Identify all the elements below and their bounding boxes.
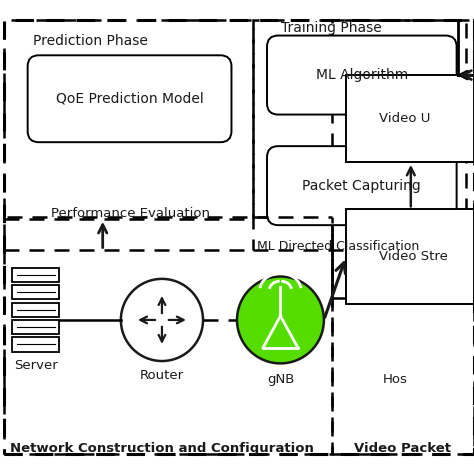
Text: Video Stre: Video Stre <box>379 250 448 263</box>
Text: Router: Router <box>140 369 184 382</box>
Text: Video U: Video U <box>379 112 430 125</box>
Text: QoE Prediction Model: QoE Prediction Model <box>55 92 203 106</box>
FancyBboxPatch shape <box>27 55 231 142</box>
Text: Performance Evaluation: Performance Evaluation <box>51 207 210 220</box>
FancyBboxPatch shape <box>267 146 456 225</box>
Text: ML Directed Classification: ML Directed Classification <box>257 240 419 253</box>
FancyBboxPatch shape <box>12 285 59 300</box>
FancyBboxPatch shape <box>12 302 59 317</box>
Text: Training Phase: Training Phase <box>282 21 382 35</box>
Text: Video Packet: Video Packet <box>355 442 451 455</box>
Text: Packet Capturing: Packet Capturing <box>302 179 421 192</box>
Text: Prediction Phase: Prediction Phase <box>33 34 148 48</box>
FancyBboxPatch shape <box>267 36 456 115</box>
Text: gNB: gNB <box>267 373 294 386</box>
FancyBboxPatch shape <box>12 337 59 352</box>
Circle shape <box>237 276 324 364</box>
FancyBboxPatch shape <box>346 210 474 304</box>
Text: ML Algorithm: ML Algorithm <box>316 68 408 82</box>
Text: Network Construction and Configuration: Network Construction and Configuration <box>10 442 314 455</box>
Text: Hos: Hos <box>383 373 408 386</box>
FancyBboxPatch shape <box>12 268 59 282</box>
Text: Server: Server <box>14 359 57 372</box>
FancyBboxPatch shape <box>346 75 474 162</box>
FancyBboxPatch shape <box>12 320 59 334</box>
